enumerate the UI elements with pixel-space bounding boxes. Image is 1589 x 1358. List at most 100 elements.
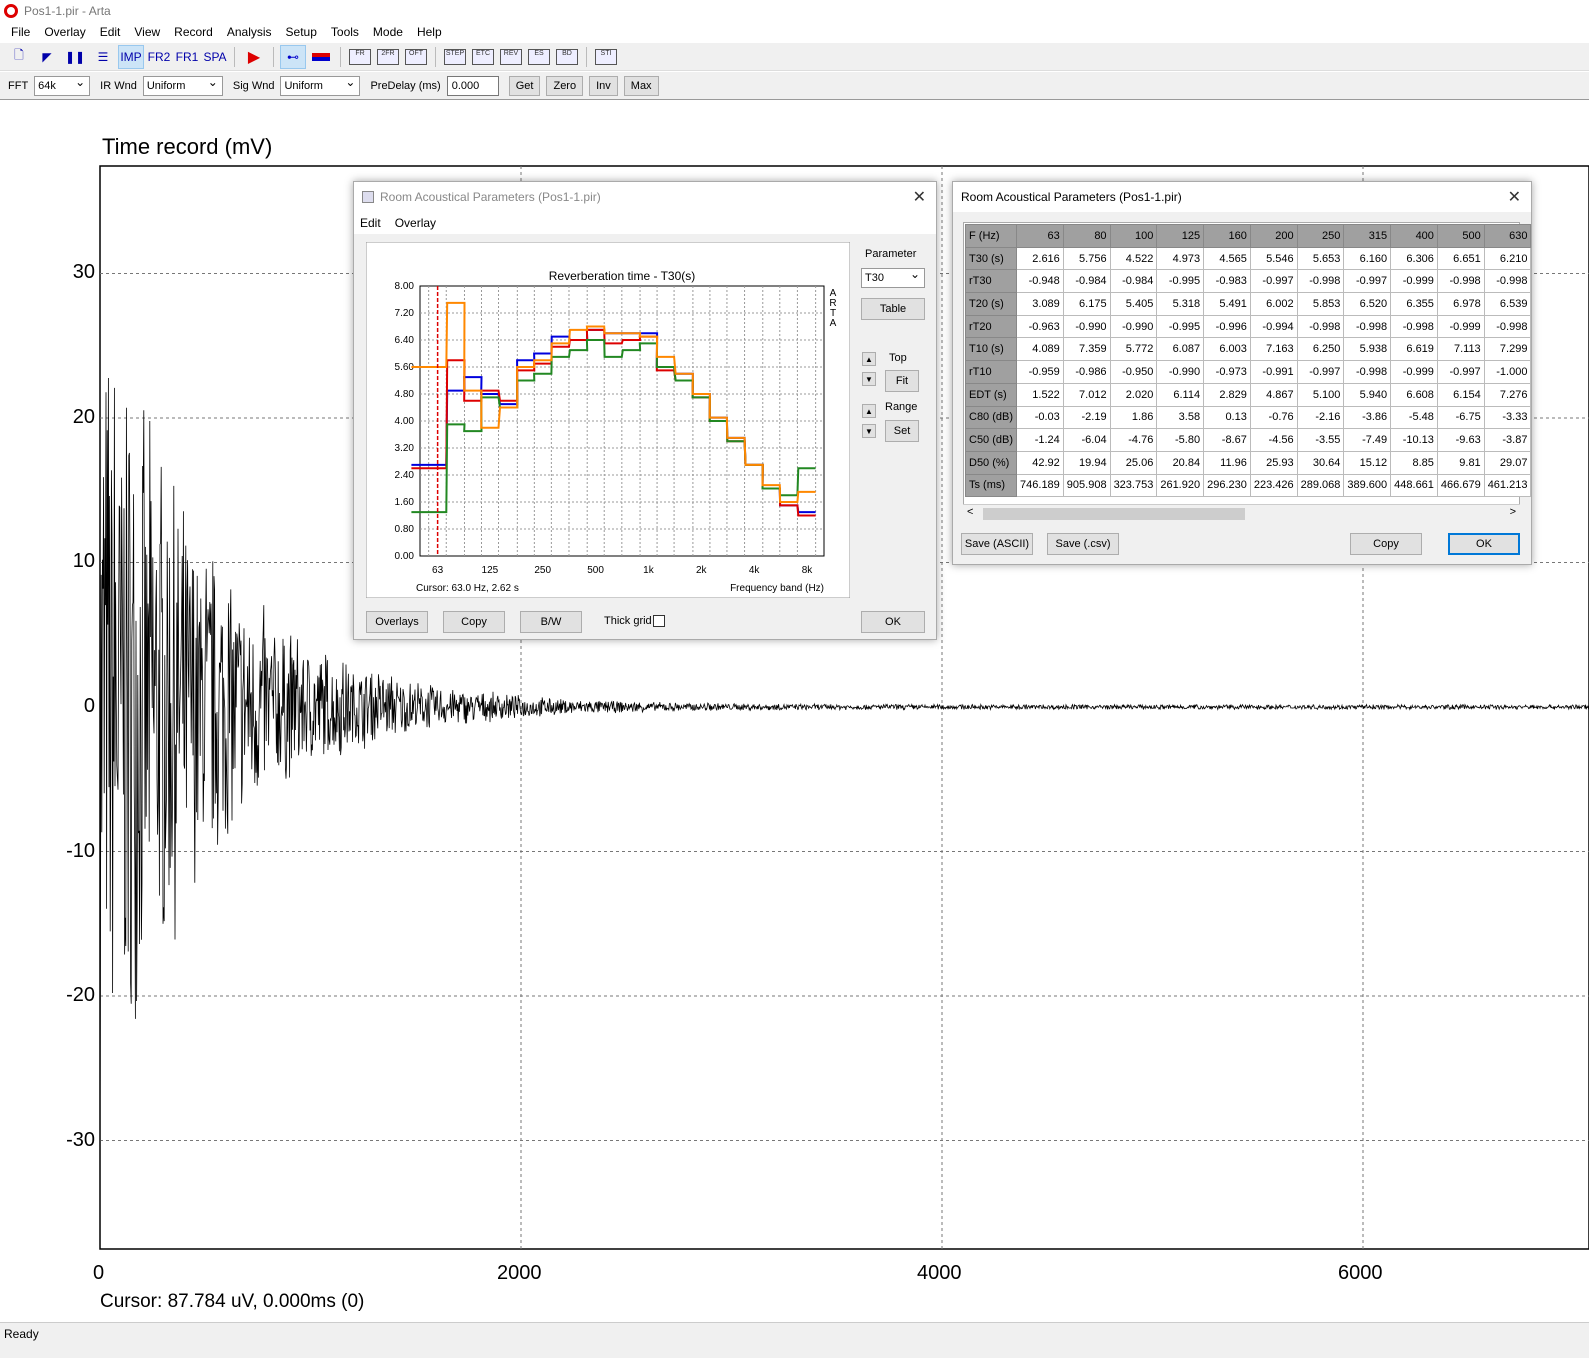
etc-analysis-icon[interactable]: ETC: [470, 45, 496, 69]
dialog-title: Room Acoustical Parameters (Pos1-1.pir): [961, 190, 1182, 204]
table-cell: -2.16: [1296, 405, 1345, 430]
table-cell: -8.67: [1203, 428, 1251, 452]
menu-analysis[interactable]: Analysis: [226, 25, 272, 39]
fit-button[interactable]: Fit: [885, 370, 919, 392]
table-cell: 6.160: [1343, 246, 1392, 271]
menu-edit[interactable]: Edit: [99, 25, 121, 39]
fr1-mode-button[interactable]: FR1: [175, 49, 199, 64]
table-cell: 6.651: [1436, 246, 1485, 271]
toolbar-separator: [586, 46, 587, 67]
menu-tools[interactable]: Tools: [330, 25, 359, 39]
step-analysis-icon[interactable]: STEP: [442, 45, 468, 69]
predelay-input[interactable]: 0.000: [446, 75, 499, 96]
ir-wnd-select[interactable]: Uniform: [142, 75, 223, 96]
table-cell: 5.491: [1203, 292, 1251, 316]
row-header-cell: T10 (s): [964, 337, 1018, 362]
cursor-readout: Cursor: 87.784 uV, 0.000ms (0): [100, 1291, 365, 1312]
sig-wnd-select[interactable]: Uniform: [280, 75, 361, 96]
x-tick-label: 2000: [497, 1262, 542, 1284]
table-cell: 2.616: [1016, 246, 1064, 271]
parameter-select[interactable]: T30: [861, 267, 925, 288]
table-cell: 296.230: [1203, 473, 1251, 498]
rt-table-dialog: Room Acoustical Parameters (Pos1-1.pir) …: [952, 181, 1532, 565]
new-file-icon[interactable]: 🗋: [14, 48, 24, 62]
table-cell: -0.963: [1016, 314, 1064, 339]
save-csv-button[interactable]: Save (.csv): [1047, 533, 1119, 555]
table-cell: 5.938: [1343, 337, 1392, 362]
row-header-cell: rT10: [964, 360, 1018, 384]
inv-button[interactable]: Inv: [589, 75, 618, 96]
menu-record[interactable]: Record: [174, 25, 213, 39]
chart-cursor-readout: Cursor: 63.0 Hz, 2.62 s: [416, 583, 519, 594]
scrollbar-thumb[interactable]: [983, 508, 1245, 520]
2fr-analysis-icon[interactable]: 2FR: [375, 45, 401, 69]
menu-view[interactable]: View: [134, 25, 161, 39]
ok-button[interactable]: OK: [861, 611, 925, 633]
table-cell: 15.12: [1343, 450, 1392, 475]
y-tick-label: -20: [66, 984, 95, 1006]
menu-overlay[interactable]: Overlay: [44, 25, 86, 39]
status-bar: Ready: [0, 1322, 1589, 1358]
table-cell: 4.565: [1203, 246, 1251, 271]
table-cell: 323.753: [1109, 473, 1158, 498]
scroll-left-icon[interactable]: <: [967, 506, 974, 518]
table-cell: 6.087: [1156, 337, 1205, 362]
menu-help[interactable]: Help: [416, 25, 442, 39]
horizontal-scrollbar[interactable]: < >: [963, 504, 1520, 522]
table-cell: -0.998: [1390, 314, 1438, 339]
pause-icon[interactable]: ❚❚: [64, 49, 86, 64]
fft-label: FFT: [8, 79, 29, 92]
save-ascii-button[interactable]: Save (ASCII): [961, 533, 1033, 555]
close-icon[interactable]: ✕: [912, 189, 926, 206]
rt-chart[interactable]: Reverberation time - T30(s) 8.00 7.20 6.40 5…: [366, 242, 850, 598]
top-up-arrow-icon[interactable]: ▲: [862, 352, 876, 366]
overlays-button[interactable]: Overlays: [366, 611, 428, 633]
sti-analysis-icon[interactable]: STI: [593, 45, 619, 69]
set-button[interactable]: Set: [885, 420, 919, 442]
row-header-cell: Ts (ms): [964, 473, 1018, 498]
bd-analysis-icon[interactable]: BD: [554, 45, 580, 69]
marker-tool-icon[interactable]: ⊷: [280, 44, 306, 69]
menu-file[interactable]: File: [11, 25, 31, 39]
table-cell: -0.999: [1390, 360, 1438, 384]
table-button[interactable]: Table: [861, 298, 925, 320]
es-analysis-icon[interactable]: ES: [526, 45, 552, 69]
ok-button[interactable]: OK: [1448, 533, 1520, 555]
fr2-mode-button[interactable]: FR2: [147, 49, 171, 64]
scroll-right-icon[interactable]: >: [1509, 506, 1516, 518]
range-down-arrow-icon[interactable]: ▼: [862, 424, 876, 438]
zero-button[interactable]: Zero: [546, 75, 584, 96]
fft-select[interactable]: 64k: [34, 75, 91, 96]
table-cell: -0.948: [1016, 269, 1064, 294]
menu-mode[interactable]: Mode: [372, 25, 403, 39]
dialog-menu-overlay[interactable]: Overlay: [394, 216, 437, 230]
table-icon[interactable]: ☰: [97, 49, 109, 64]
oft-analysis-icon[interactable]: OFT: [403, 45, 429, 69]
table-cell: -0.994: [1249, 314, 1298, 339]
menu-setup[interactable]: Setup: [285, 25, 317, 39]
rev-analysis-icon[interactable]: REV: [498, 45, 524, 69]
close-icon[interactable]: ✕: [1507, 189, 1521, 206]
table-cell: -0.990: [1062, 314, 1111, 339]
copy-table-button[interactable]: Copy: [1350, 533, 1422, 555]
table-cell: 6.175: [1062, 292, 1111, 316]
range-up-arrow-icon[interactable]: ▲: [862, 404, 876, 418]
params-table: F (Hz) 63 80 100 125 160 200 250 315 400…: [964, 224, 1532, 498]
bw-button[interactable]: B/W: [520, 611, 582, 633]
record-play-icon[interactable]: ▶: [247, 48, 261, 66]
table-cell: -0.973: [1203, 360, 1251, 384]
imp-mode-button[interactable]: IMP: [118, 44, 144, 69]
color-bar-icon[interactable]: [308, 45, 334, 69]
table-cell: 6.619: [1390, 337, 1438, 362]
top-down-arrow-icon[interactable]: ▼: [862, 372, 876, 386]
dialog-title-bar: Room Acoustical Parameters (Pos1-1.pir) …: [953, 182, 1531, 212]
table-cell: -3.33: [1483, 405, 1532, 430]
spa-mode-button[interactable]: SPA: [203, 49, 227, 64]
dialog-menu-edit[interactable]: Edit: [360, 216, 381, 230]
fr-analysis-icon[interactable]: FR: [347, 45, 373, 69]
thick-grid-checkbox[interactable]: [653, 615, 665, 627]
get-button[interactable]: Get: [508, 75, 541, 96]
copy-chart-button[interactable]: Copy: [443, 611, 505, 633]
max-button[interactable]: Max: [623, 75, 659, 96]
open-file-icon[interactable]: ◤: [42, 49, 52, 64]
